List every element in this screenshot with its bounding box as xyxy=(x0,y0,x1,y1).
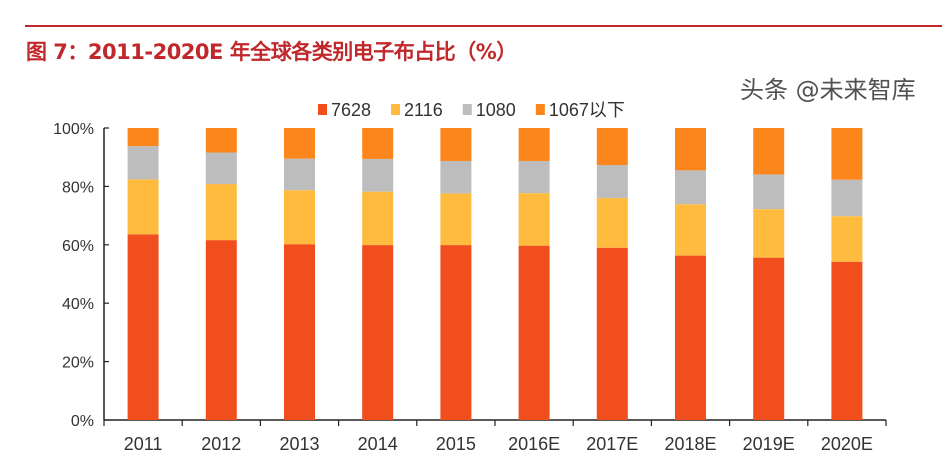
bar-2116-2020E xyxy=(831,216,863,262)
bar-7628-2013 xyxy=(284,244,315,420)
bar-2116-2012 xyxy=(205,184,237,241)
bar-1080-2017E xyxy=(596,165,628,199)
bar-7628-2020E xyxy=(831,261,863,420)
bar-2116-2019E xyxy=(753,209,785,258)
bar-1067以下-2014 xyxy=(362,128,394,159)
title-rule xyxy=(25,25,942,27)
legend-swatch-1080 xyxy=(462,104,472,115)
x-tick-label: 2013 xyxy=(279,434,319,454)
bar-7628-2018E xyxy=(675,255,706,420)
y-tick-label: 100% xyxy=(53,121,94,138)
x-tick-label: 2016E xyxy=(508,434,560,454)
bar-1067以下-2012 xyxy=(205,128,237,153)
legend-label-1080: 1080 xyxy=(476,100,516,120)
legend-swatch-1067以下 xyxy=(535,104,545,115)
bar-7628-2016E xyxy=(518,245,550,420)
x-tick-label: 2020E xyxy=(821,434,873,454)
bar-2116-2016E xyxy=(518,193,550,246)
bar-1067以下-2016E xyxy=(518,128,550,161)
x-tick-label: 2018E xyxy=(664,434,716,454)
bar-1080-2014 xyxy=(362,158,394,192)
legend-label-7628: 7628 xyxy=(331,100,371,120)
y-tick-label: 20% xyxy=(62,355,94,372)
y-tick-label: 0% xyxy=(71,413,94,430)
bar-1067以下-2011 xyxy=(127,128,159,147)
bar-2116-2018E xyxy=(675,204,706,256)
bar-7628-2019E xyxy=(753,257,785,420)
bar-1067以下-2017E xyxy=(596,128,628,166)
bar-1080-2012 xyxy=(205,152,237,185)
bar-1080-2011 xyxy=(127,146,159,180)
bar-7628-2017E xyxy=(596,247,628,420)
x-tick-label: 2017E xyxy=(586,434,638,454)
x-tick-label: 2015 xyxy=(436,434,476,454)
bar-1080-2020E xyxy=(831,179,863,217)
bar-7628-2015 xyxy=(440,245,472,420)
y-tick-label: 40% xyxy=(62,296,94,313)
x-tick-label: 2011 xyxy=(124,434,163,454)
bar-2116-2011 xyxy=(127,179,159,235)
bar-2116-2014 xyxy=(362,191,394,246)
chart-title: 图 7：2011-2020E 年全球各类别电子布占比（%） xyxy=(26,40,517,64)
bar-1067以下-2013 xyxy=(284,128,315,159)
bar-1067以下-2018E xyxy=(675,128,706,171)
bar-1067以下-2020E xyxy=(831,128,863,180)
x-tick-label: 2019E xyxy=(743,434,795,454)
legend-swatch-7628 xyxy=(318,104,327,115)
bar-1080-2015 xyxy=(440,160,472,194)
watermark: 头条 @未来智库 xyxy=(740,76,916,104)
y-tick-label: 60% xyxy=(62,238,94,255)
bar-2116-2013 xyxy=(284,190,315,245)
legend-label-1067以下: 1067以下 xyxy=(549,100,625,120)
bar-7628-2014 xyxy=(362,245,394,420)
bar-2116-2017E xyxy=(596,198,628,248)
x-tick-label: 2012 xyxy=(201,434,241,454)
legend-label-2116: 2116 xyxy=(404,100,443,120)
bar-7628-2012 xyxy=(205,240,237,420)
bar-1080-2016E xyxy=(518,160,550,194)
bar-7628-2011 xyxy=(127,234,159,420)
bar-2116-2015 xyxy=(440,193,472,246)
legend-swatch-2116 xyxy=(391,104,401,115)
bar-1080-2018E xyxy=(675,170,706,205)
y-tick-label: 80% xyxy=(62,179,94,196)
x-tick-label: 2014 xyxy=(358,434,398,454)
bar-1080-2013 xyxy=(284,158,315,191)
bar-1067以下-2019E xyxy=(753,128,785,175)
bar-1067以下-2015 xyxy=(440,128,472,161)
bar-1080-2019E xyxy=(753,174,785,210)
